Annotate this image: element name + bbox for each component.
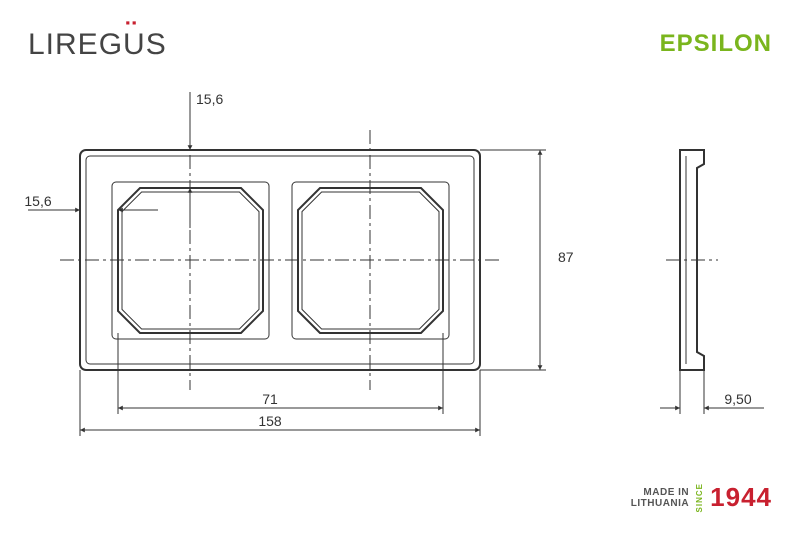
- technical-drawing: 158 71 87 15,6 15,6 9,50: [0, 0, 800, 533]
- footer: MADE IN LITHUANIA SINCE 1944: [631, 482, 772, 513]
- since-label: SINCE: [695, 483, 704, 512]
- svg-text:15,6: 15,6: [196, 91, 223, 107]
- svg-text:71: 71: [262, 391, 278, 407]
- svg-text:9,50: 9,50: [724, 391, 751, 407]
- year-label: 1944: [710, 482, 772, 513]
- svg-text:15,6: 15,6: [24, 193, 51, 209]
- made-in-label: MADE IN LITHUANIA: [631, 487, 689, 509]
- svg-text:87: 87: [558, 249, 574, 265]
- svg-text:158: 158: [258, 413, 282, 429]
